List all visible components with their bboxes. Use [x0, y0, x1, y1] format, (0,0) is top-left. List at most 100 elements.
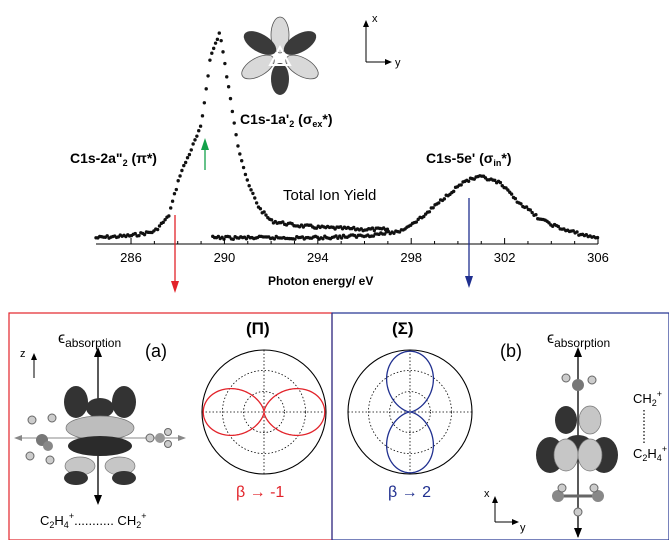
data-point [221, 50, 225, 54]
polar-sigma-title: (Σ) [392, 319, 414, 338]
data-point [281, 220, 285, 224]
data-point [530, 210, 534, 215]
data-point [370, 226, 375, 230]
data-point [386, 229, 391, 234]
series-1 [94, 31, 390, 240]
x-tick-label: 294 [307, 250, 329, 265]
polar-pi-beta: β → -1 [236, 484, 284, 501]
svg-text:z: z [20, 348, 26, 360]
data-point [528, 208, 532, 212]
data-point [191, 142, 195, 146]
data-point [178, 174, 182, 178]
data-point [414, 220, 419, 224]
panel-b-ch2: CH2+ [633, 389, 662, 408]
panel-b-label: (b) [500, 341, 522, 361]
data-point [442, 197, 447, 201]
data-point [208, 58, 212, 62]
data-point [524, 205, 529, 209]
data-point [422, 214, 426, 219]
data-point [258, 207, 263, 211]
arrow-blue-down [465, 198, 473, 288]
data-point [183, 160, 188, 165]
data-point [232, 121, 236, 125]
polar-plot-sigma [347, 349, 473, 475]
axis-x-letter: x [372, 13, 378, 25]
data-point [185, 156, 190, 160]
data-point [170, 199, 175, 203]
svg-text:x: x [484, 488, 490, 500]
data-point [321, 236, 325, 241]
panel-b-frame [331, 312, 669, 540]
total-ion-yield-label: Total Ion Yield [283, 187, 376, 204]
data-point [493, 178, 497, 183]
polar-plot-pi [201, 349, 327, 475]
data-point [228, 96, 233, 101]
data-point [339, 236, 344, 240]
data-point [219, 38, 223, 43]
x-tick-label: 290 [214, 250, 236, 265]
data-point [269, 218, 274, 222]
data-point [241, 165, 246, 170]
data-point [202, 101, 207, 105]
panel-a-epsilon: ϵabsorption [58, 330, 121, 350]
data-point [105, 234, 109, 238]
panel-b-epsilon: ϵabsorption [547, 330, 610, 350]
polar-sigma-beta: β → 2 [388, 484, 431, 501]
data-point [556, 224, 561, 229]
x-axis-title: Photon energy/ eV [268, 274, 373, 288]
x-tick-label: 286 [120, 250, 142, 265]
data-point [513, 196, 518, 201]
x-tick-label: 298 [400, 250, 422, 265]
data-point [243, 172, 248, 177]
data-point [575, 230, 579, 234]
data-point [230, 109, 235, 114]
data-point [427, 210, 432, 214]
data-point [204, 87, 208, 91]
data-point [193, 138, 197, 142]
arrow-red-down [171, 215, 179, 293]
data-point [244, 237, 249, 241]
data-point [272, 237, 277, 241]
data-point [197, 129, 201, 133]
data-point [155, 227, 160, 232]
data-point [180, 168, 184, 173]
data-point [225, 75, 229, 79]
panel-b-c2h4: C2H4+ [633, 444, 667, 463]
svg-text:y: y [520, 522, 526, 534]
data-point [169, 206, 173, 210]
data-point [223, 61, 227, 66]
data-point [534, 213, 538, 217]
data-point [157, 224, 162, 228]
polar-grid-ring [368, 370, 452, 454]
x-tick-label: 306 [587, 250, 609, 265]
data-point [293, 237, 297, 241]
data-point [163, 218, 167, 222]
polar-grid-ring [243, 391, 285, 433]
data-point [459, 183, 463, 187]
ion-yield-plot [94, 31, 600, 241]
data-point [161, 220, 165, 225]
data-point [498, 180, 503, 185]
panel-a-frame [8, 312, 333, 540]
polar-grid-ring [222, 370, 306, 454]
data-point [133, 231, 137, 236]
data-point [142, 232, 147, 237]
x-axis: 286 290 294 298 302 306 [96, 238, 609, 265]
polar-distribution-curve [202, 387, 326, 437]
xy-axes-top: x y [363, 13, 401, 69]
data-point [372, 228, 377, 233]
data-point [215, 37, 220, 42]
molecule-a-icon [14, 347, 186, 505]
peak-label-1a2: C1s-1a'2 (σex*) [240, 111, 333, 129]
data-point [234, 133, 238, 137]
data-point [217, 31, 221, 35]
data-point [238, 152, 242, 156]
data-point [452, 189, 456, 194]
data-point [334, 234, 338, 238]
data-point [137, 233, 141, 238]
data-point [254, 201, 259, 205]
panel-b-xy-axes: x y [484, 488, 526, 534]
data-point [466, 179, 471, 184]
polar-distribution-curve [385, 350, 435, 474]
